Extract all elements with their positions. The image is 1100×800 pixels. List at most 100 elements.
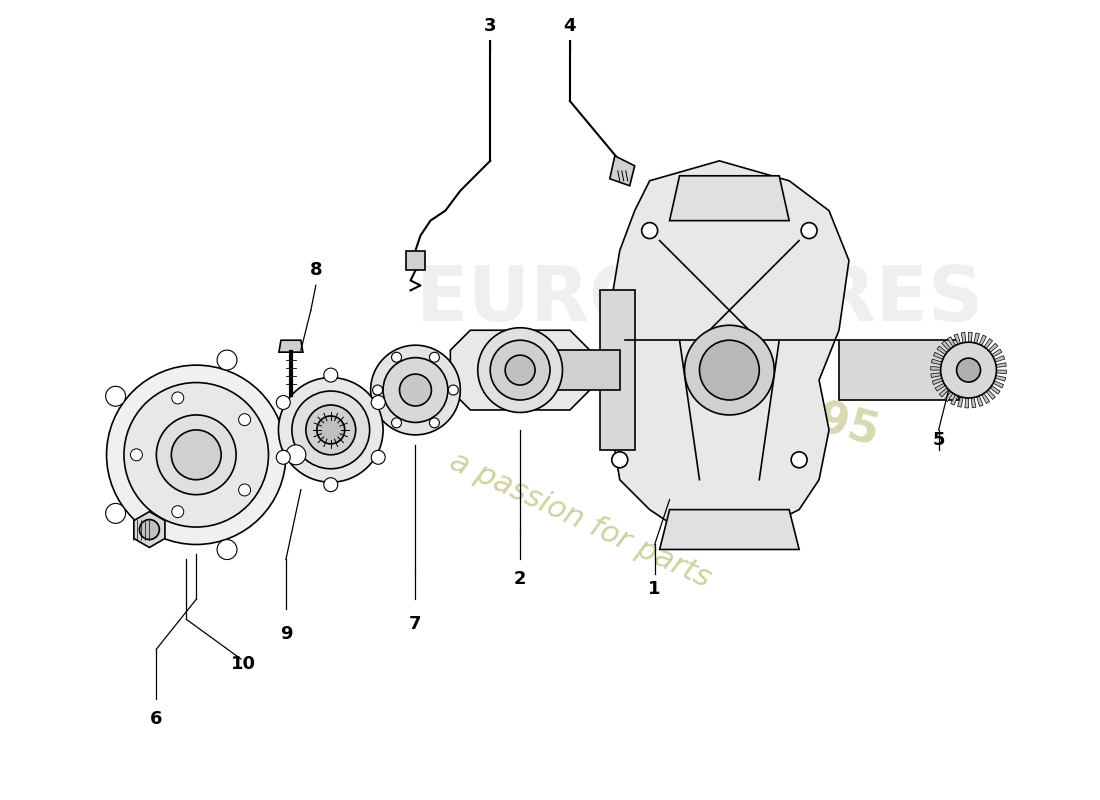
Circle shape: [239, 484, 251, 496]
Ellipse shape: [491, 340, 550, 400]
Text: 4: 4: [563, 18, 576, 35]
Ellipse shape: [156, 415, 236, 494]
Polygon shape: [990, 386, 1000, 394]
Circle shape: [372, 450, 385, 464]
Polygon shape: [279, 340, 302, 352]
Polygon shape: [945, 392, 953, 402]
Circle shape: [323, 478, 338, 492]
Circle shape: [323, 368, 338, 382]
Circle shape: [801, 222, 817, 238]
Polygon shape: [931, 366, 940, 370]
Text: 10: 10: [231, 655, 255, 673]
Polygon shape: [997, 370, 1006, 374]
Polygon shape: [520, 350, 619, 390]
Circle shape: [957, 358, 980, 382]
Polygon shape: [935, 383, 945, 391]
Polygon shape: [932, 359, 942, 365]
Polygon shape: [942, 341, 950, 350]
Ellipse shape: [292, 391, 370, 469]
Text: a passion for parts: a passion for parts: [444, 446, 715, 593]
Circle shape: [429, 352, 439, 362]
Circle shape: [392, 418, 402, 428]
Circle shape: [131, 449, 142, 461]
Circle shape: [276, 450, 290, 464]
Circle shape: [372, 395, 385, 410]
Circle shape: [449, 385, 459, 395]
Polygon shape: [660, 510, 799, 550]
Text: 6: 6: [150, 710, 163, 728]
Ellipse shape: [477, 328, 562, 413]
Ellipse shape: [383, 358, 448, 422]
Polygon shape: [450, 330, 590, 410]
Circle shape: [239, 414, 251, 426]
Polygon shape: [993, 381, 1003, 388]
Ellipse shape: [684, 326, 774, 415]
Ellipse shape: [306, 405, 355, 455]
Ellipse shape: [371, 345, 460, 435]
Polygon shape: [670, 176, 789, 221]
Circle shape: [172, 392, 184, 404]
Text: 1: 1: [648, 580, 661, 598]
Circle shape: [276, 395, 290, 410]
Polygon shape: [839, 340, 958, 400]
Polygon shape: [987, 390, 996, 399]
Polygon shape: [957, 397, 964, 407]
Text: 8: 8: [309, 262, 322, 279]
Polygon shape: [994, 356, 1004, 362]
Polygon shape: [950, 394, 958, 405]
Polygon shape: [988, 343, 998, 353]
Circle shape: [392, 352, 402, 362]
Polygon shape: [931, 373, 942, 378]
Polygon shape: [609, 161, 849, 539]
Circle shape: [641, 222, 658, 238]
Circle shape: [140, 519, 159, 539]
Text: 5: 5: [933, 431, 945, 449]
Circle shape: [429, 418, 439, 428]
Polygon shape: [996, 375, 1005, 381]
Text: 1995: 1995: [754, 383, 884, 457]
Ellipse shape: [505, 355, 535, 385]
Polygon shape: [933, 378, 943, 385]
Text: 9: 9: [279, 625, 293, 643]
Circle shape: [172, 506, 184, 518]
Polygon shape: [968, 332, 972, 342]
Text: 7: 7: [409, 615, 421, 634]
Polygon shape: [954, 334, 960, 344]
Polygon shape: [600, 290, 635, 450]
Circle shape: [106, 386, 125, 406]
Circle shape: [217, 350, 236, 370]
Ellipse shape: [700, 340, 759, 400]
Ellipse shape: [172, 430, 221, 480]
Circle shape: [106, 503, 125, 523]
Ellipse shape: [399, 374, 431, 406]
Polygon shape: [609, 156, 635, 186]
Ellipse shape: [317, 416, 344, 444]
Circle shape: [791, 452, 807, 468]
Polygon shape: [947, 337, 956, 347]
Polygon shape: [979, 335, 987, 346]
Polygon shape: [984, 338, 992, 349]
Circle shape: [286, 445, 306, 465]
Polygon shape: [134, 512, 165, 547]
Polygon shape: [981, 394, 990, 403]
Text: EUROSPARES: EUROSPARES: [416, 263, 983, 338]
Circle shape: [940, 342, 997, 398]
Polygon shape: [937, 346, 947, 354]
Ellipse shape: [124, 382, 268, 527]
Text: 3: 3: [484, 18, 496, 35]
Circle shape: [373, 385, 383, 395]
Polygon shape: [977, 396, 983, 406]
Ellipse shape: [278, 378, 383, 482]
Polygon shape: [961, 333, 966, 342]
Polygon shape: [939, 388, 949, 397]
Circle shape: [217, 540, 236, 559]
Polygon shape: [974, 333, 979, 343]
Polygon shape: [996, 362, 1006, 367]
Polygon shape: [971, 398, 976, 408]
Polygon shape: [934, 352, 944, 359]
Text: 2: 2: [514, 570, 527, 588]
Polygon shape: [406, 250, 426, 270]
Ellipse shape: [107, 365, 286, 545]
Circle shape: [612, 452, 628, 468]
Polygon shape: [992, 349, 1002, 357]
